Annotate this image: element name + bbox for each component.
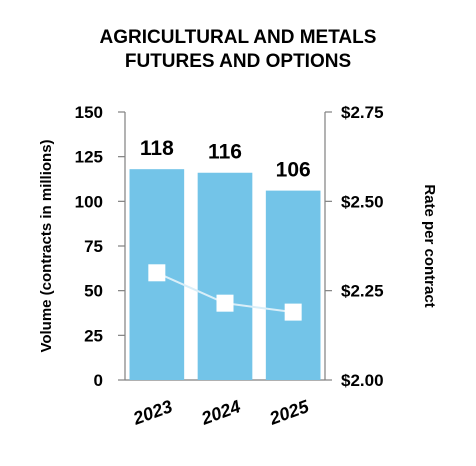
y2-tick-label: $2.75 xyxy=(341,103,384,122)
y-axis-title: Volume (contracts in millions) xyxy=(38,139,55,352)
bar-data-label: 118 xyxy=(140,137,174,160)
chart-title: AGRICULTURAL AND METALS FUTURES AND OPTI… xyxy=(0,26,476,74)
rate-marker xyxy=(284,303,302,321)
x-tick-label: 2025 xyxy=(266,396,312,429)
chart-title-line-1: AGRICULTURAL AND METALS xyxy=(99,27,377,48)
y2-axis-title: Rate per contract xyxy=(421,184,438,307)
bar-data-label: 116 xyxy=(208,141,242,164)
chart-title-line-2: FUTURES AND OPTIONS xyxy=(124,51,352,72)
bar-data-label: 106 xyxy=(276,159,311,182)
y2-tick-label: $2.50 xyxy=(341,192,384,211)
y-tick-label: 150 xyxy=(75,103,103,122)
y-tick-label: 125 xyxy=(75,148,103,167)
axes: 0 25 50 75 100 125 150 $2.00 $2.25 $2.50 $2.75 Volu… xyxy=(38,103,438,390)
y-tick-label: 100 xyxy=(75,192,103,211)
y-tick-label: 25 xyxy=(84,326,103,345)
rate-marker xyxy=(216,294,234,312)
x-tick-label: 2023 xyxy=(130,396,175,429)
y-tick-label: 75 xyxy=(84,237,103,256)
rate-marker xyxy=(148,264,166,282)
bar-2024 xyxy=(197,172,253,380)
y-tick-label: 0 xyxy=(94,371,103,390)
y2-tick-label: $2.00 xyxy=(341,371,384,390)
rate-line xyxy=(148,264,302,321)
y2-tick-label: $2.25 xyxy=(341,282,384,301)
x-tick-label: 2024 xyxy=(198,396,243,429)
y-tick-label: 50 xyxy=(84,282,103,301)
bar-2025 xyxy=(265,190,321,380)
